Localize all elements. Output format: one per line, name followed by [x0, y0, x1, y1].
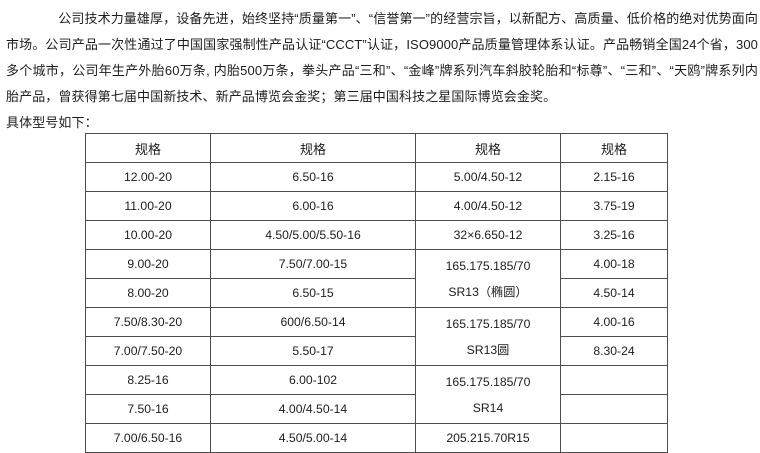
table-row: 9.00-20 7.50/7.00-15 165.175.185/70 SR13（椭圆… — [85, 249, 668, 308]
table-row: 7.50-16 4.00/4.50-14 — [85, 394, 668, 424]
cell-c4: 4.00-18 — [560, 249, 668, 279]
cell-c3: 165.175.185/70 SR13圆 — [415, 307, 561, 366]
cell-c2: 6.50-15 — [210, 278, 416, 308]
cell-c1: 7.00/7.50-20 — [85, 336, 211, 366]
table-row: 7.50/8.30-20 600/6.50-14 165.175.185/70 SR1… — [85, 307, 668, 366]
cell-c3-line1: 165.175.185/70 — [445, 374, 531, 389]
cell-c2: 600/6.50-14 — [210, 307, 416, 337]
cell-c3: 165.175.185/70 SR13（椭圆） — [415, 249, 561, 308]
cell-c3: 5.00/4.50-12 — [415, 162, 561, 192]
cell-c1: 7.50/8.30-20 — [85, 307, 211, 337]
cell-c4 — [560, 394, 668, 424]
table-row: 11.00-20 6.00-16 4.00/4.50-12 3.75-19 — [85, 191, 668, 221]
cell-c3: 205.215.70R15 — [415, 423, 561, 453]
cell-c4: 4.50-14 — [560, 278, 668, 308]
cell-c2: 6.50-16 — [210, 162, 416, 192]
cell-c3-line2: SR14 — [472, 400, 504, 415]
cell-c3: 4.00/4.50-12 — [415, 191, 561, 221]
cell-c1: 8.00-20 — [85, 278, 211, 308]
cell-c1: 11.00-20 — [85, 191, 211, 221]
specifications-table: 规格 规格 规格 规格 12.00-20 6.50-16 5.00/4.50-12 2… — [85, 133, 668, 453]
table-row: 8.25-16 6.00-102 165.175.185/70 SR14 — [85, 365, 668, 424]
column-header-1: 规格 — [85, 133, 211, 163]
cell-c2: 6.00-16 — [210, 191, 416, 221]
table-row: 8.00-20 6.50-15 4.50-14 — [85, 278, 668, 308]
table-header: 规格 规格 规格 规格 — [85, 133, 668, 163]
cell-c3-line2: SR13圆 — [466, 342, 510, 357]
cell-c1: 12.00-20 — [85, 162, 211, 192]
cell-c1: 8.25-16 — [85, 365, 211, 395]
intro-prose: 公司技术力量雄厚，设备先进，始终坚持“质量第一”、“信誉第一”的经营宗旨，以新配… — [6, 6, 758, 136]
table-row: 12.00-20 6.50-16 5.00/4.50-12 2.15-16 — [85, 162, 668, 192]
table-row: 7.00/6.50-16 4.50/5.00-14 205.215.70R15 — [85, 423, 668, 453]
cell-c4: 3.75-19 — [560, 191, 668, 221]
cell-c4: 2.15-16 — [560, 162, 668, 192]
cell-c4 — [560, 365, 668, 395]
column-header-4: 规格 — [560, 133, 668, 163]
cell-c1: 7.50-16 — [85, 394, 211, 424]
table-body: 12.00-20 6.50-16 5.00/4.50-12 2.15-16 11.00-… — [85, 162, 668, 453]
cell-c3-line2: SR13（椭圆） — [448, 284, 528, 299]
cell-c2: 5.50-17 — [210, 336, 416, 366]
table-header-row: 规格 规格 规格 规格 — [85, 133, 668, 163]
company-description-paragraph: 公司技术力量雄厚，设备先进，始终坚持“质量第一”、“信誉第一”的经营宗旨，以新配… — [6, 11, 758, 104]
cell-c3-line1: 165.175.185/70 — [445, 316, 531, 331]
cell-c3: 165.175.185/70 SR14 — [415, 365, 561, 424]
table-intro-label: 具体型号如下： — [6, 115, 98, 130]
cell-c2: 7.50/7.00-15 — [210, 249, 416, 279]
table-row: 7.00/7.50-20 5.50-17 8.30-24 — [85, 336, 668, 366]
specs-table-container: 规格 规格 规格 规格 12.00-20 6.50-16 5.00/4.50-12 2… — [85, 133, 668, 453]
cell-c3-line1: 165.175.185/70 — [445, 258, 531, 273]
cell-c2: 4.50/5.00/5.50-16 — [210, 220, 416, 250]
cell-c2: 4.50/5.00-14 — [210, 423, 416, 453]
cell-c3: 32×6.650-12 — [415, 220, 561, 250]
cell-c4: 3.25-16 — [560, 220, 668, 250]
cell-c2: 6.00-102 — [210, 365, 416, 395]
cell-c1: 9.00-20 — [85, 249, 211, 279]
cell-c4 — [560, 423, 668, 453]
column-header-2: 规格 — [210, 133, 416, 163]
cell-c4: 4.00-16 — [560, 307, 668, 337]
cell-c1: 10.00-20 — [85, 220, 211, 250]
table-row: 10.00-20 4.50/5.00/5.50-16 32×6.650-12 3.25… — [85, 220, 668, 250]
cell-c1: 7.00/6.50-16 — [85, 423, 211, 453]
column-header-3: 规格 — [415, 133, 561, 163]
cell-c4: 8.30-24 — [560, 336, 668, 366]
cell-c2: 4.00/4.50-14 — [210, 394, 416, 424]
